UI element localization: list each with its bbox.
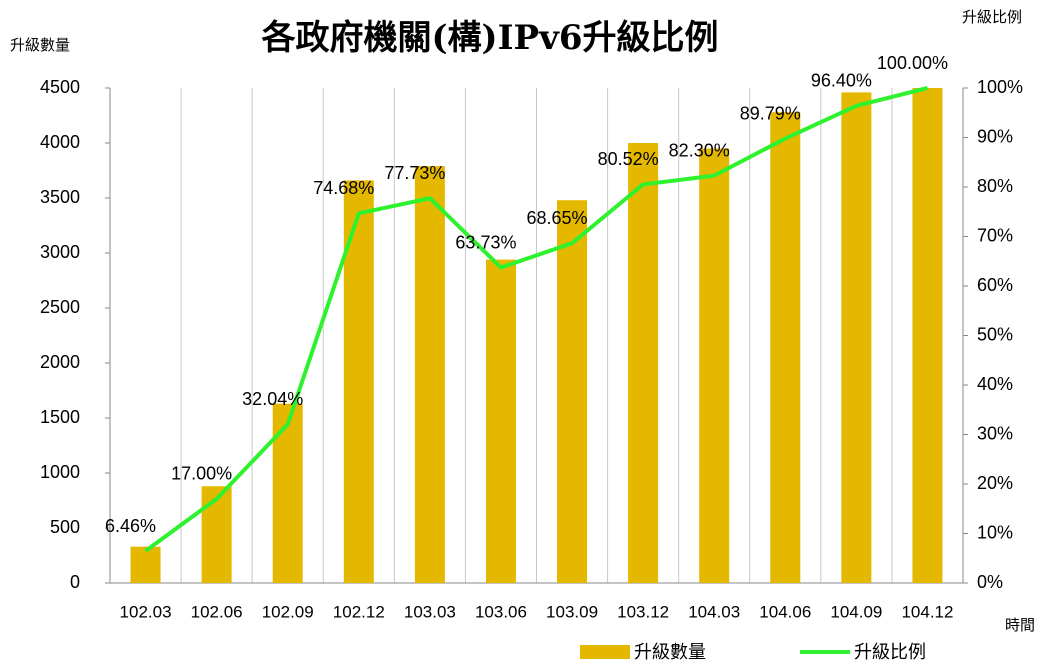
data-label: 96.40% [811, 71, 872, 91]
data-label: 80.52% [598, 149, 659, 169]
x-tick-label: 104.09 [830, 602, 882, 621]
y-tick-label: 1500 [40, 407, 80, 427]
data-label: 63.73% [455, 232, 516, 252]
bar [272, 403, 303, 583]
y-tick-label: 3500 [40, 187, 80, 207]
line [144, 86, 928, 553]
bar [699, 148, 730, 583]
bar [912, 88, 943, 583]
y2-tick-label: 10% [977, 522, 1013, 542]
y2-axis-label: 升級比例 [962, 8, 1022, 26]
data-label: 17.00% [171, 464, 232, 484]
x-tick-label: 103.09 [546, 602, 598, 621]
y-tick-label: 4000 [40, 132, 80, 152]
bar [485, 259, 516, 583]
y2-tick-label: 20% [977, 473, 1013, 493]
legend-swatch [580, 645, 630, 659]
x-tick-label: 103.03 [404, 602, 456, 621]
y2-tick-label: 0% [977, 572, 1003, 592]
legend-label: 升級比例 [854, 642, 926, 663]
x-tick-label: 103.12 [617, 602, 669, 621]
chart-title: 各政府機關(構)IPv6升級比例 [261, 18, 718, 58]
y-tick-label: 500 [50, 517, 80, 537]
x-tick-label: 104.03 [688, 602, 740, 621]
y2-tick-label: 60% [977, 275, 1013, 295]
y-tick-label: 4500 [40, 77, 80, 97]
x-tick-label: 104.12 [901, 602, 953, 621]
x-tick-label: 102.03 [120, 602, 172, 621]
y2-tick-label: 50% [977, 324, 1013, 344]
x-axis-label: 時間 [1005, 616, 1035, 634]
data-label: 89.79% [740, 103, 801, 123]
x-tick-label: 102.06 [191, 602, 243, 621]
data-label: 6.46% [105, 516, 156, 536]
y-tick-label: 3000 [40, 242, 80, 262]
bar [414, 166, 445, 583]
y-tick-label: 2000 [40, 352, 80, 372]
bar [130, 546, 161, 583]
y-tick-label: 0 [70, 572, 80, 592]
data-label: 77.73% [384, 163, 445, 183]
x-tick-label: 103.06 [475, 602, 527, 621]
data-label: 32.04% [242, 389, 303, 409]
x-tick-label: 102.09 [262, 602, 314, 621]
x-tick-label: 104.06 [759, 602, 811, 621]
legend-label: 升級數量 [634, 642, 706, 663]
x-tick-label: 102.12 [333, 602, 385, 621]
y-tick-label: 1000 [40, 462, 80, 482]
bar [770, 112, 801, 583]
y2-tick-label: 100% [977, 77, 1023, 97]
y2-tick-label: 90% [977, 126, 1013, 146]
bar [628, 143, 659, 583]
data-label: 100.00% [877, 53, 948, 73]
bar [841, 92, 872, 584]
y2-tick-label: 70% [977, 225, 1013, 245]
y-tick-label: 2500 [40, 297, 80, 317]
bar [557, 200, 588, 583]
y2-tick-label: 80% [977, 176, 1013, 196]
y2-tick-label: 40% [977, 374, 1013, 394]
data-label: 68.65% [527, 208, 588, 228]
bar [201, 486, 232, 583]
data-label: 82.30% [669, 140, 730, 160]
data-label: 74.68% [313, 178, 374, 198]
y2-tick-label: 30% [977, 423, 1013, 443]
y-axis-label: 升級數量 [10, 36, 70, 54]
